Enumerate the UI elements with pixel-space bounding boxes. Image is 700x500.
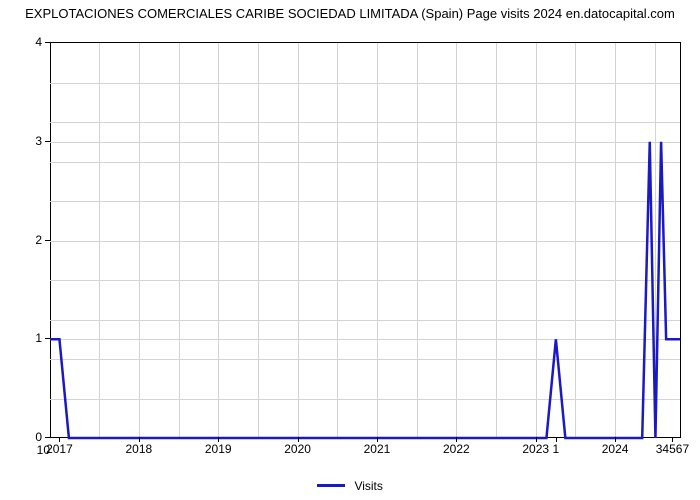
- ytick-label: 0: [0, 430, 42, 444]
- xtick-label: 2024: [602, 442, 629, 456]
- chart-container: EXPLOTACIONES COMERCIALES CARIBE SOCIEDA…: [0, 0, 700, 500]
- xtick-label: 2020: [284, 442, 311, 456]
- xtick-label: 1: [553, 442, 560, 456]
- xtick-label: 2019: [205, 442, 232, 456]
- xtick-label: 34567: [656, 442, 689, 456]
- xtick-label: 2022: [443, 442, 470, 456]
- legend-label: Visits: [354, 479, 382, 493]
- legend: Visits: [0, 478, 700, 493]
- ytick-label: 4: [0, 35, 42, 49]
- xtick-label: 2021: [364, 442, 391, 456]
- ytick-label: 3: [0, 134, 42, 148]
- chart-title: EXPLOTACIONES COMERCIALES CARIBE SOCIEDA…: [0, 0, 700, 21]
- xtick-label: 2023: [522, 442, 549, 456]
- ytick-label: 2: [0, 233, 42, 247]
- legend-swatch: [317, 484, 345, 487]
- extra-label-10: 10: [8, 443, 50, 457]
- plot-area: [50, 42, 681, 438]
- xtick-label: 2017: [46, 442, 73, 456]
- xtick-label: 2018: [125, 442, 152, 456]
- ytick-label: 1: [0, 331, 42, 345]
- visits-line: [50, 43, 680, 438]
